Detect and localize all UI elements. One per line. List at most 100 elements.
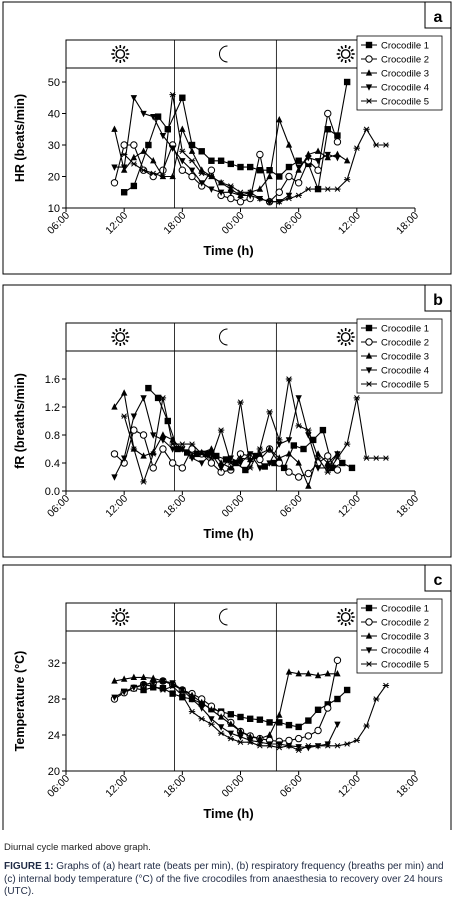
data-point <box>150 684 157 691</box>
data-point <box>111 125 118 132</box>
data-point <box>266 743 273 749</box>
data-point <box>237 399 244 405</box>
data-point <box>179 694 186 701</box>
panel-label-box <box>424 564 452 592</box>
data-point <box>295 670 302 677</box>
data-point <box>140 147 147 154</box>
data-point <box>314 726 322 735</box>
data-point <box>334 670 341 677</box>
data-point <box>150 674 157 681</box>
data-point <box>276 454 283 461</box>
legend-marker <box>365 55 373 63</box>
series-crocodile-4 <box>111 395 341 481</box>
data-point <box>159 445 167 453</box>
legend-marker <box>365 381 373 387</box>
data-point <box>348 464 356 472</box>
data-point <box>169 436 176 443</box>
data-point <box>179 692 186 699</box>
y-tick-label: 30 <box>48 140 60 152</box>
data-point <box>217 465 225 472</box>
data-point <box>256 450 264 457</box>
data-point <box>130 141 138 149</box>
data-point <box>251 452 259 460</box>
data-point <box>310 436 317 444</box>
data-point <box>300 445 307 453</box>
y-tick-label: 10 <box>48 203 60 215</box>
legend-entry: Crocodile 5 <box>381 380 429 391</box>
panel-label-box <box>424 1 452 29</box>
data-point <box>169 441 176 447</box>
data-point <box>285 437 293 444</box>
data-point <box>333 138 342 146</box>
data-point <box>169 690 176 697</box>
data-point <box>304 469 313 478</box>
data-point <box>285 468 293 476</box>
data-point <box>139 431 148 439</box>
data-point <box>130 161 138 167</box>
legend-entry: Crocodile 4 <box>381 646 429 657</box>
legend-entry: Crocodile 3 <box>381 69 429 80</box>
data-point <box>373 696 380 702</box>
legend-entry: Crocodile 1 <box>381 41 429 52</box>
data-point <box>237 713 244 721</box>
data-point <box>149 464 157 472</box>
x-axis-label: Time (h) <box>203 243 253 258</box>
data-point <box>111 677 118 684</box>
data-point <box>353 737 361 744</box>
data-point <box>334 721 341 728</box>
data-point <box>266 167 273 174</box>
data-point <box>237 739 244 745</box>
data-point <box>110 450 119 458</box>
legend-entry: Crocodile 1 <box>381 604 429 615</box>
data-point <box>150 451 157 457</box>
data-point <box>314 706 322 713</box>
caption-text: Graphs of (a) heart rate (beats per min)… <box>4 861 444 897</box>
data-point <box>295 192 302 199</box>
data-point <box>159 687 167 693</box>
data-point <box>295 747 302 754</box>
data-point <box>256 195 264 202</box>
data-point <box>203 450 210 458</box>
data-point <box>276 719 283 726</box>
data-point <box>150 683 157 690</box>
data-point <box>120 389 128 396</box>
y-tick-label: 40 <box>48 109 60 121</box>
data-point <box>266 409 273 415</box>
series-crocodile-5 <box>120 91 390 205</box>
data-point <box>271 459 278 467</box>
data-point <box>343 78 351 86</box>
data-point <box>207 459 216 467</box>
y-tick-label: 32 <box>48 658 60 670</box>
data-point <box>159 431 167 438</box>
data-point <box>227 720 235 727</box>
data-point <box>266 445 273 452</box>
data-point <box>295 164 302 171</box>
sun-icon <box>111 328 130 346</box>
data-point <box>198 705 205 712</box>
y-tick-label: 24 <box>48 730 60 742</box>
data-point <box>150 680 157 687</box>
legend-marker <box>365 98 373 104</box>
data-point <box>208 716 215 723</box>
data-point <box>227 730 235 737</box>
data-point <box>285 721 293 729</box>
data-point <box>237 460 244 467</box>
data-point <box>295 395 302 402</box>
data-point <box>198 698 205 706</box>
data-point <box>266 741 273 748</box>
data-point <box>110 179 119 187</box>
data-point <box>140 479 147 485</box>
data-point <box>120 689 128 696</box>
data-point <box>324 704 332 712</box>
data-point <box>266 731 273 738</box>
data-point <box>120 164 128 171</box>
data-point <box>334 695 341 703</box>
data-point <box>217 427 225 433</box>
data-point <box>188 141 196 149</box>
data-point <box>236 198 245 206</box>
data-point <box>188 147 196 154</box>
data-point <box>305 717 312 724</box>
y-tick-label: 50 <box>48 77 60 89</box>
data-point <box>246 739 254 745</box>
data-point <box>150 432 157 439</box>
